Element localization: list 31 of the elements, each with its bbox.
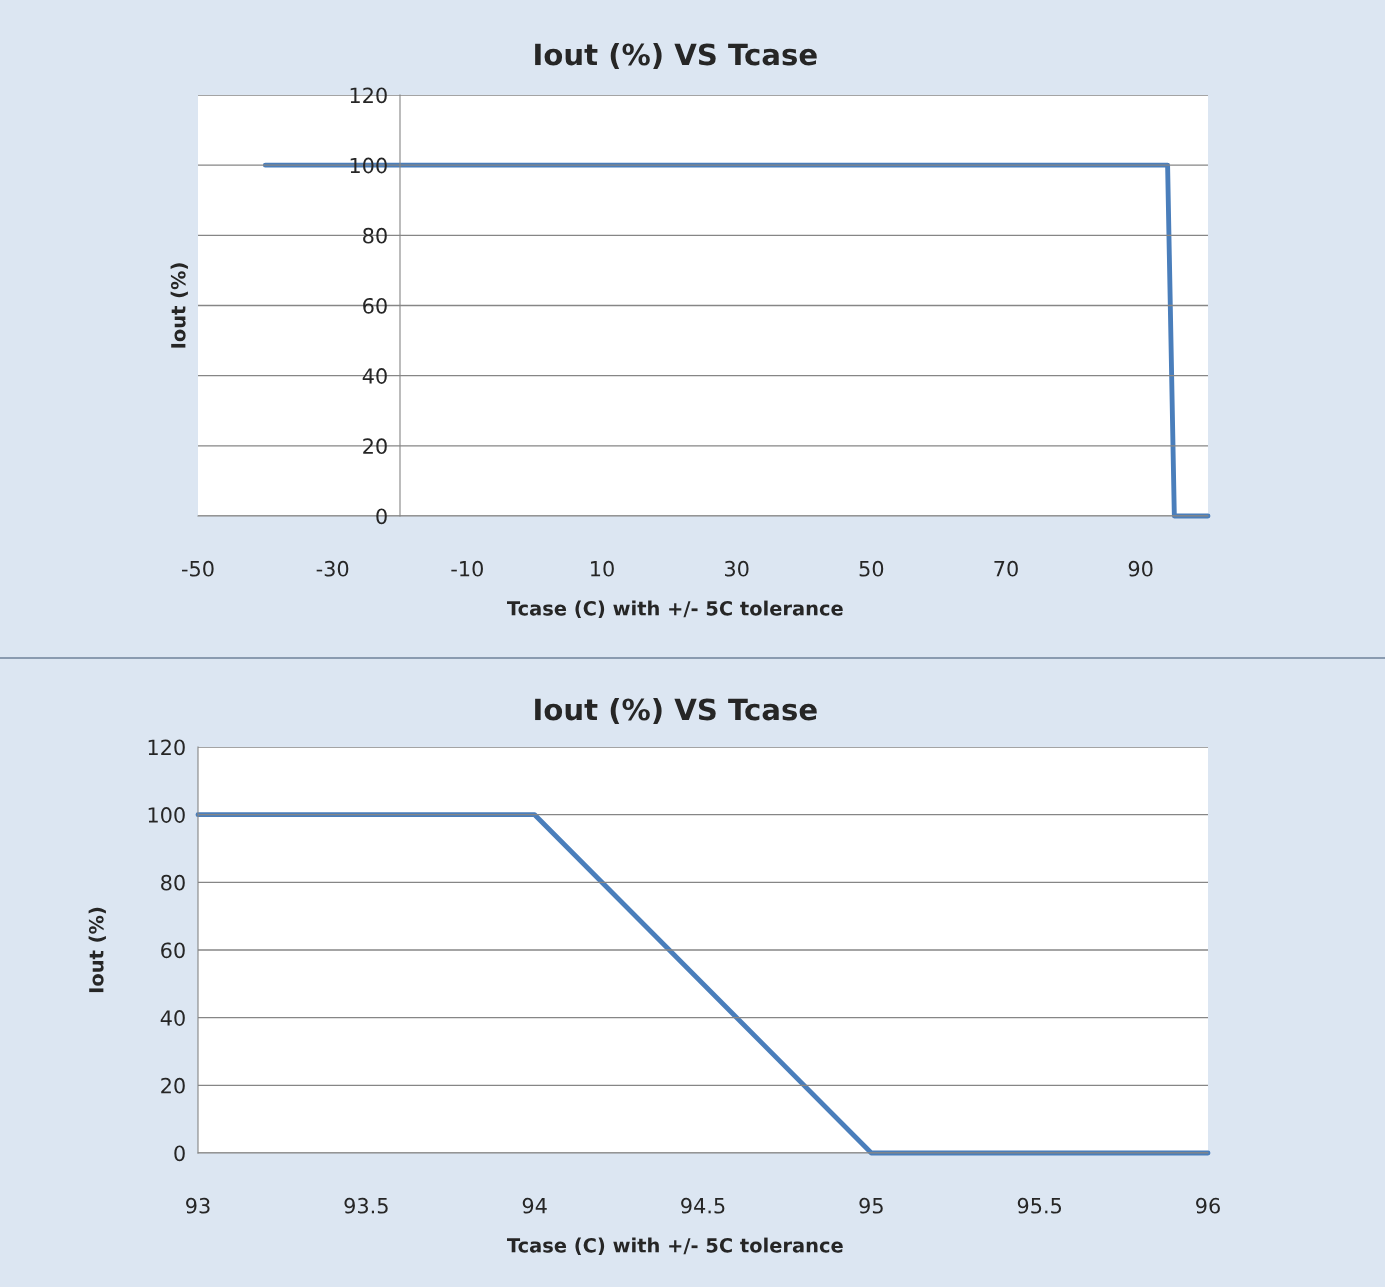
y-tick-label: 80 [161, 874, 185, 891]
x-tick-label: 93 [186, 1197, 210, 1214]
y-axis-title: Iout (%) [88, 907, 106, 993]
x-axis-title: Tcase (C) with +/- 5C tolerance [507, 1237, 843, 1255]
chart-title: Iout (%) VS Tcase [535, 42, 817, 69]
y-tick-label: 20 [363, 438, 387, 455]
x-tick-label: 95 [859, 1197, 883, 1214]
y-tick-label: 120 [148, 739, 185, 756]
y-tick-label: 20 [161, 1077, 185, 1094]
x-tick-label: 90 [1128, 560, 1153, 577]
y-tick-label: 100 [148, 807, 185, 823]
y-tick-label: 0 [376, 508, 387, 525]
x-tick-label: 93.5 [344, 1197, 388, 1214]
x-axis-title: Tcase (C) with +/- 5C tolerance [507, 600, 843, 618]
y-tick-label: 120 [350, 87, 387, 104]
x-tick-label: 30 [725, 560, 749, 577]
x-tick-label: 50 [859, 560, 884, 577]
x-tick-label: -30 [316, 560, 349, 577]
x-tick-label: 95.5 [1017, 1197, 1062, 1214]
y-tick-label: 60 [161, 942, 185, 959]
y-tick-label: 0 [174, 1145, 185, 1162]
x-tick-label: 10 [591, 560, 614, 577]
x-tick-label: 94.5 [681, 1197, 725, 1214]
y-axis-title: Iout (%) [170, 263, 188, 348]
chart-title: Iout (%) VS Tcase [535, 697, 817, 724]
x-tick-label: 96 [1196, 1197, 1220, 1214]
x-tick-label: 70 [994, 560, 1018, 577]
x-tick-label: 94 [522, 1197, 547, 1214]
x-tick-label: -50 [182, 560, 214, 577]
x-tick-label: -10 [451, 560, 483, 577]
y-tick-label: 40 [160, 1010, 185, 1026]
